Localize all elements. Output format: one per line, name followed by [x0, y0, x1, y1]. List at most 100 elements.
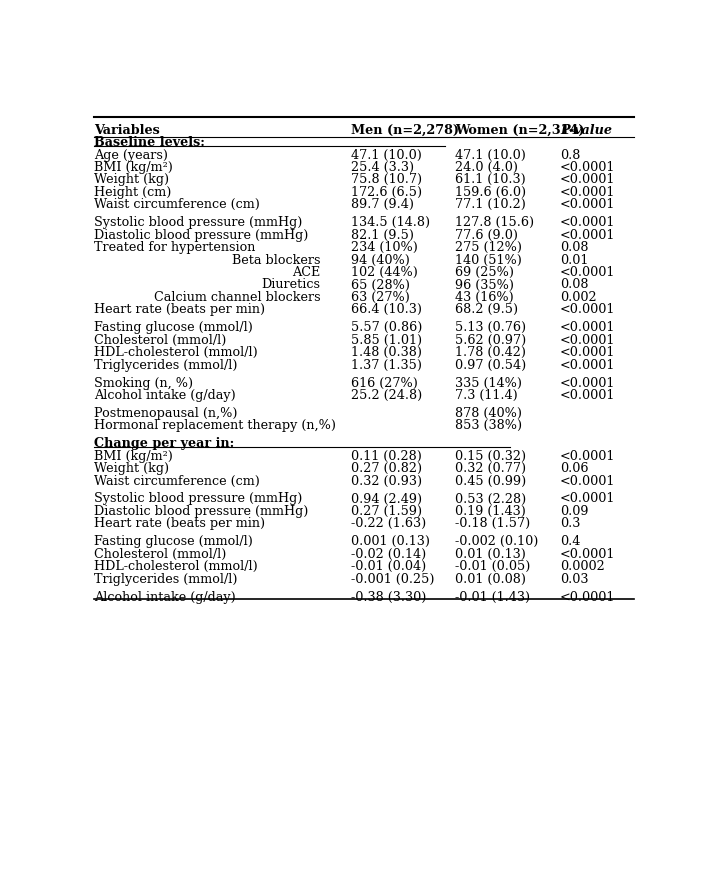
Text: 89.7 (9.4): 89.7 (9.4) [351, 198, 414, 211]
Text: Smoking (n, %): Smoking (n, %) [95, 377, 193, 390]
Text: Diastolic blood pressure (mmHg): Diastolic blood pressure (mmHg) [95, 505, 309, 518]
Text: 25.4 (3.3): 25.4 (3.3) [351, 161, 414, 174]
Text: -0.38 (3.30): -0.38 (3.30) [351, 591, 426, 604]
Text: Diuretics: Diuretics [262, 279, 320, 291]
Text: 0.3: 0.3 [560, 518, 580, 530]
Text: Fasting glucose (mmol/l): Fasting glucose (mmol/l) [95, 321, 253, 334]
Text: 0.19 (1.43): 0.19 (1.43) [455, 505, 526, 518]
Text: Alcohol intake (g/day): Alcohol intake (g/day) [95, 591, 236, 604]
Text: <0.0001: <0.0001 [560, 359, 616, 371]
Text: Change per year in:: Change per year in: [95, 437, 235, 450]
Text: 65 (28%): 65 (28%) [351, 279, 410, 291]
Text: -0.002 (0.10): -0.002 (0.10) [455, 535, 539, 548]
Text: -0.18 (1.57): -0.18 (1.57) [455, 518, 530, 530]
Text: <0.0001: <0.0001 [560, 474, 616, 488]
Text: 1.37 (1.35): 1.37 (1.35) [351, 359, 422, 371]
Text: -0.01 (1.43): -0.01 (1.43) [455, 591, 530, 604]
Text: 47.1 (10.0): 47.1 (10.0) [351, 148, 422, 162]
Text: 0.0002: 0.0002 [560, 560, 605, 573]
Text: 0.27 (1.59): 0.27 (1.59) [351, 505, 422, 518]
Text: 66.4 (10.3): 66.4 (10.3) [351, 304, 422, 316]
Text: 0.11 (0.28): 0.11 (0.28) [351, 449, 422, 463]
Text: Triglycerides (mmol/l): Triglycerides (mmol/l) [95, 359, 238, 371]
Text: 0.4: 0.4 [560, 535, 580, 548]
Text: Height (cm): Height (cm) [95, 186, 172, 199]
Text: ACE: ACE [292, 266, 320, 279]
Text: Baseline levels:: Baseline levels: [95, 136, 205, 149]
Text: Systolic blood pressure (mmHg): Systolic blood pressure (mmHg) [95, 493, 303, 505]
Text: 0.03: 0.03 [560, 573, 589, 585]
Text: Diastolic blood pressure (mmHg): Diastolic blood pressure (mmHg) [95, 229, 309, 242]
Text: 0.97 (0.54): 0.97 (0.54) [455, 359, 527, 371]
Text: -0.22 (1.63): -0.22 (1.63) [351, 518, 426, 530]
Text: <0.0001: <0.0001 [560, 591, 616, 604]
Text: 0.09: 0.09 [560, 505, 589, 518]
Text: 5.57 (0.86): 5.57 (0.86) [351, 321, 422, 334]
Text: 0.002: 0.002 [560, 291, 597, 304]
Text: 0.01: 0.01 [560, 254, 589, 266]
Text: <0.0001: <0.0001 [560, 304, 616, 316]
Text: 0.06: 0.06 [560, 462, 589, 475]
Text: 43 (16%): 43 (16%) [455, 291, 514, 304]
Text: 127.8 (15.6): 127.8 (15.6) [455, 217, 535, 229]
Text: 140 (51%): 140 (51%) [455, 254, 522, 266]
Text: Beta blockers: Beta blockers [232, 254, 320, 266]
Text: <0.0001: <0.0001 [560, 266, 616, 279]
Text: <0.0001: <0.0001 [560, 229, 616, 242]
Text: 0.94 (2.49): 0.94 (2.49) [351, 493, 422, 505]
Text: 5.85 (1.01): 5.85 (1.01) [351, 334, 422, 346]
Text: 616 (27%): 616 (27%) [351, 377, 417, 390]
Text: 69 (25%): 69 (25%) [455, 266, 514, 279]
Text: Triglycerides (mmol/l): Triglycerides (mmol/l) [95, 573, 238, 585]
Text: 1.48 (0.38): 1.48 (0.38) [351, 346, 422, 359]
Text: 102 (44%): 102 (44%) [351, 266, 417, 279]
Text: 96 (35%): 96 (35%) [455, 279, 514, 291]
Text: 0.001 (0.13): 0.001 (0.13) [351, 535, 429, 548]
Text: 0.8: 0.8 [560, 148, 580, 162]
Text: Women (n=2,314): Women (n=2,314) [455, 123, 585, 137]
Text: 63 (27%): 63 (27%) [351, 291, 410, 304]
Text: <0.0001: <0.0001 [560, 198, 616, 211]
Text: <0.0001: <0.0001 [560, 186, 616, 199]
Text: 0.15 (0.32): 0.15 (0.32) [455, 449, 526, 463]
Text: 0.32 (0.77): 0.32 (0.77) [455, 462, 526, 475]
Text: BMI (kg/m²): BMI (kg/m²) [95, 161, 173, 174]
Text: 5.62 (0.97): 5.62 (0.97) [455, 334, 527, 346]
Text: Weight (kg): Weight (kg) [95, 173, 169, 186]
Text: 234 (10%): 234 (10%) [351, 242, 417, 254]
Text: 159.6 (6.0): 159.6 (6.0) [455, 186, 526, 199]
Text: 24.0 (4.0): 24.0 (4.0) [455, 161, 518, 174]
Text: 878 (40%): 878 (40%) [455, 407, 523, 420]
Text: 68.2 (9.5): 68.2 (9.5) [455, 304, 518, 316]
Text: <0.0001: <0.0001 [560, 377, 616, 390]
Text: 0.53 (2.28): 0.53 (2.28) [455, 493, 527, 505]
Text: <0.0001: <0.0001 [560, 173, 616, 186]
Text: 0.08: 0.08 [560, 242, 589, 254]
Text: 0.27 (0.82): 0.27 (0.82) [351, 462, 422, 475]
Text: 25.2 (24.8): 25.2 (24.8) [351, 389, 422, 402]
Text: 0.01 (0.08): 0.01 (0.08) [455, 573, 526, 585]
Text: HDL-cholesterol (mmol/l): HDL-cholesterol (mmol/l) [95, 346, 258, 359]
Text: 0.32 (0.93): 0.32 (0.93) [351, 474, 422, 488]
Text: 61.1 (10.3): 61.1 (10.3) [455, 173, 526, 186]
Text: <0.0001: <0.0001 [560, 548, 616, 560]
Text: 275 (12%): 275 (12%) [455, 242, 523, 254]
Text: -0.01 (0.04): -0.01 (0.04) [351, 560, 426, 573]
Text: Heart rate (beats per min): Heart rate (beats per min) [95, 518, 265, 530]
Text: Waist circumference (cm): Waist circumference (cm) [95, 474, 260, 488]
Text: 5.13 (0.76): 5.13 (0.76) [455, 321, 526, 334]
Text: Systolic blood pressure (mmHg): Systolic blood pressure (mmHg) [95, 217, 303, 229]
Text: Men (n=2,278): Men (n=2,278) [351, 123, 459, 137]
Text: Fasting glucose (mmol/l): Fasting glucose (mmol/l) [95, 535, 253, 548]
Text: P-value: P-value [560, 123, 612, 137]
Text: <0.0001: <0.0001 [560, 334, 616, 346]
Text: Variables: Variables [95, 123, 160, 137]
Text: Cholesterol (mmol/l): Cholesterol (mmol/l) [95, 334, 227, 346]
Text: <0.0001: <0.0001 [560, 389, 616, 402]
Text: 335 (14%): 335 (14%) [455, 377, 523, 390]
Text: HDL-cholesterol (mmol/l): HDL-cholesterol (mmol/l) [95, 560, 258, 573]
Text: <0.0001: <0.0001 [560, 321, 616, 334]
Text: Age (years): Age (years) [95, 148, 169, 162]
Text: 0.45 (0.99): 0.45 (0.99) [455, 474, 527, 488]
Text: Treated for hypertension: Treated for hypertension [95, 242, 256, 254]
